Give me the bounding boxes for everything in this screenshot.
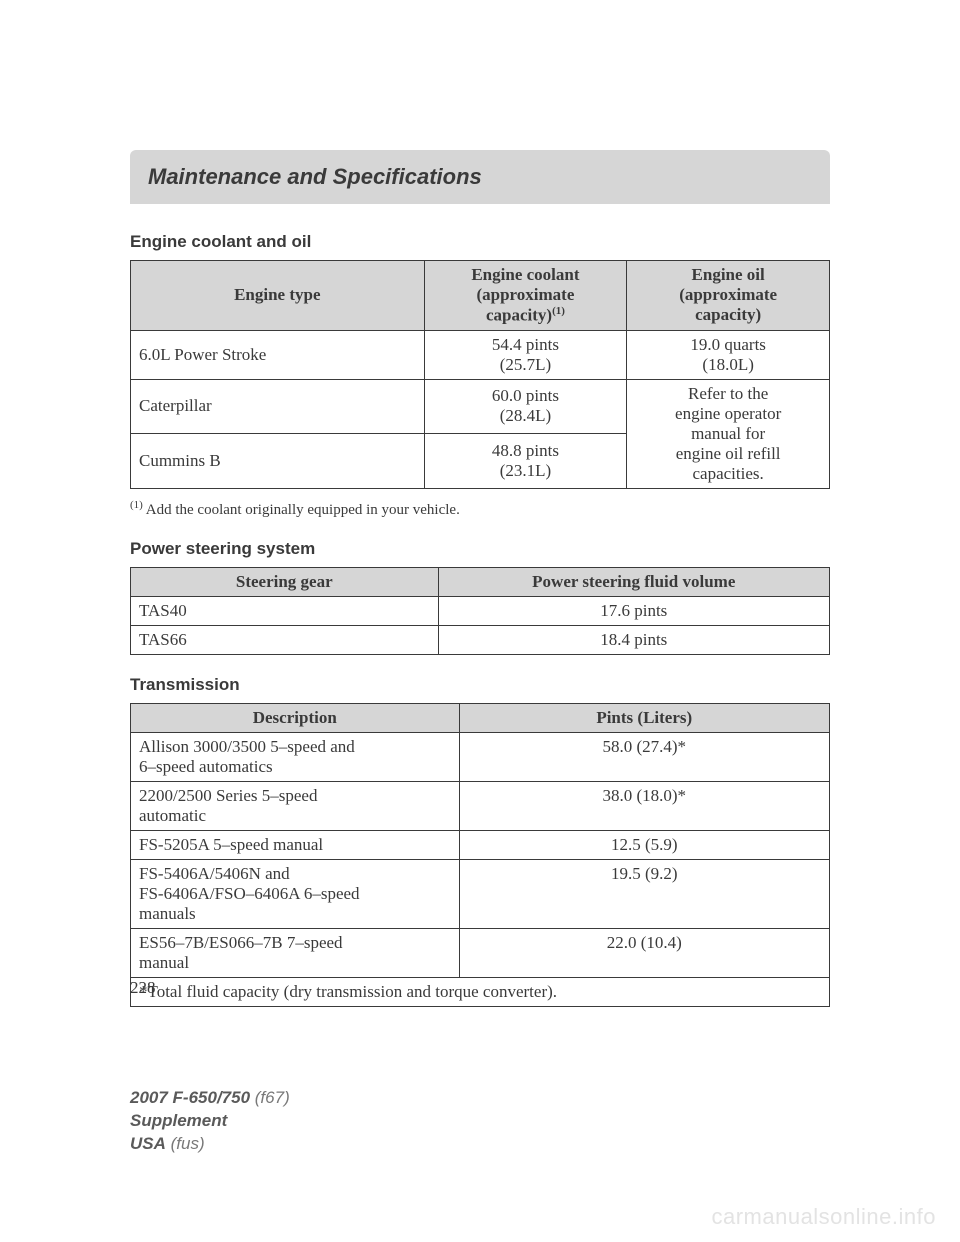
imprint-supplement: Supplement <box>130 1111 227 1130</box>
table-row: TAS40 17.6 pints <box>131 596 830 625</box>
col-fluid-volume: Power steering fluid volume <box>438 567 829 596</box>
th-text: (approximate <box>679 285 777 304</box>
table-row: Allison 3000/3500 5–speed and 6–speed au… <box>131 732 830 781</box>
cell-val: 58.0 (27.4)* <box>459 732 829 781</box>
th-sup: (1) <box>552 305 565 317</box>
cell-text: FS-5406A/5406N and <box>139 864 290 883</box>
cell-coolant: 60.0 pints (28.4L) <box>424 379 627 434</box>
cell-text: ES56–7B/ES066–7B 7–speed <box>139 933 343 952</box>
cell-note: *Total fluid capacity (dry transmission … <box>131 977 830 1006</box>
cell-desc: 2200/2500 Series 5–speed automatic <box>131 781 460 830</box>
imprint-region: USA <box>130 1134 166 1153</box>
col-pints: Pints (Liters) <box>459 703 829 732</box>
steering-section: Power steering system Steering gear Powe… <box>130 539 830 655</box>
transmission-section: Transmission Description Pints (Liters) … <box>130 675 830 1007</box>
steering-table: Steering gear Power steering fluid volum… <box>130 567 830 655</box>
cell-gear: TAS66 <box>131 625 439 654</box>
cell-val: 22.0 (10.4) <box>459 928 829 977</box>
cell-volume: 18.4 pints <box>438 625 829 654</box>
table-row: ES56–7B/ES066–7B 7–speed manual 22.0 (10… <box>131 928 830 977</box>
cell-text: manual for <box>691 424 765 443</box>
cell-text: (18.0L) <box>702 355 753 374</box>
cell-text: 19.0 quarts <box>690 335 766 354</box>
steering-section-title: Power steering system <box>130 539 830 559</box>
cell-engine-type: Caterpillar <box>131 379 425 434</box>
cell-text: 6–speed automatics <box>139 757 273 776</box>
cell-desc: Allison 3000/3500 5–speed and 6–speed au… <box>131 732 460 781</box>
imprint-block: 2007 F-650/750 (f67) Supplement USA (fus… <box>130 1087 290 1156</box>
th-text: Engine oil <box>692 265 765 284</box>
cell-text: (25.7L) <box>500 355 551 374</box>
engine-section: Engine coolant and oil Engine type Engin… <box>130 232 830 519</box>
table-row: FS-5205A 5–speed manual 12.5 (5.9) <box>131 830 830 859</box>
cell-desc: FS-5406A/5406N and FS-6406A/FSO–6406A 6–… <box>131 859 460 928</box>
th-text: capacity) <box>486 306 552 325</box>
table-header-row: Steering gear Power steering fluid volum… <box>131 567 830 596</box>
cell-coolant: 54.4 pints (25.7L) <box>424 330 627 379</box>
cell-text: Refer to the <box>688 384 768 403</box>
cell-gear: TAS40 <box>131 596 439 625</box>
cell-val: 12.5 (5.9) <box>459 830 829 859</box>
col-steering-gear: Steering gear <box>131 567 439 596</box>
cell-text: Allison 3000/3500 5–speed and <box>139 737 355 756</box>
table-row-note: *Total fluid capacity (dry transmission … <box>131 977 830 1006</box>
table-row: TAS66 18.4 pints <box>131 625 830 654</box>
table-row: FS-5406A/5406N and FS-6406A/FSO–6406A 6–… <box>131 859 830 928</box>
cell-volume: 17.6 pints <box>438 596 829 625</box>
chapter-header-band: Maintenance and Specifications <box>130 150 830 204</box>
engine-table: Engine type Engine coolant (approximate … <box>130 260 830 489</box>
chapter-title: Maintenance and Specifications <box>148 164 812 190</box>
imprint-region-code: (fus) <box>166 1134 205 1153</box>
cell-text: (23.1L) <box>500 461 551 480</box>
cell-coolant: 48.8 pints (23.1L) <box>424 434 627 489</box>
imprint-model: 2007 F-650/750 <box>130 1088 250 1107</box>
cell-engine-type: Cummins B <box>131 434 425 489</box>
table-header-row: Description Pints (Liters) <box>131 703 830 732</box>
footnote-text: Add the coolant originally equipped in y… <box>143 502 460 518</box>
cell-oil-merged: Refer to the engine operator manual for … <box>627 379 830 488</box>
footnote-sup: (1) <box>130 499 143 511</box>
table-row: 2200/2500 Series 5–speed automatic 38.0 … <box>131 781 830 830</box>
cell-text: engine oil refill <box>676 444 781 463</box>
col-coolant: Engine coolant (approximate capacity)(1) <box>424 261 627 331</box>
cell-text: 48.8 pints <box>492 441 559 460</box>
cell-text: 54.4 pints <box>492 335 559 354</box>
cell-text: 60.0 pints <box>492 386 559 405</box>
cell-engine-type: 6.0L Power Stroke <box>131 330 425 379</box>
page-number: 228 <box>130 978 156 998</box>
engine-section-title: Engine coolant and oil <box>130 232 830 252</box>
imprint-code: (f67) <box>250 1088 290 1107</box>
cell-text: engine operator <box>675 404 781 423</box>
watermark-text: carmanualsonline.info <box>711 1204 936 1230</box>
cell-text: manuals <box>139 904 196 923</box>
cell-oil: 19.0 quarts (18.0L) <box>627 330 830 379</box>
cell-text: FS-6406A/FSO–6406A 6–speed <box>139 884 360 903</box>
engine-footnote: (1) Add the coolant originally equipped … <box>130 499 830 519</box>
cell-text: 2200/2500 Series 5–speed <box>139 786 317 805</box>
transmission-table: Description Pints (Liters) Allison 3000/… <box>130 703 830 1007</box>
cell-desc: ES56–7B/ES066–7B 7–speed manual <box>131 928 460 977</box>
cell-desc: FS-5205A 5–speed manual <box>131 830 460 859</box>
col-description: Description <box>131 703 460 732</box>
th-text: (approximate <box>476 285 574 304</box>
cell-text: (28.4L) <box>500 406 551 425</box>
cell-val: 38.0 (18.0)* <box>459 781 829 830</box>
cell-text: manual <box>139 953 189 972</box>
cell-text: automatic <box>139 806 206 825</box>
col-engine-type: Engine type <box>131 261 425 331</box>
cell-val: 19.5 (9.2) <box>459 859 829 928</box>
table-row: Caterpillar 60.0 pints (28.4L) Refer to … <box>131 379 830 434</box>
th-text: Engine coolant <box>471 265 579 284</box>
table-row: 6.0L Power Stroke 54.4 pints (25.7L) 19.… <box>131 330 830 379</box>
cell-text: capacities. <box>693 464 764 483</box>
table-header-row: Engine type Engine coolant (approximate … <box>131 261 830 331</box>
transmission-section-title: Transmission <box>130 675 830 695</box>
col-oil: Engine oil (approximate capacity) <box>627 261 830 331</box>
page: Maintenance and Specifications Engine co… <box>0 0 960 1242</box>
th-text: capacity) <box>695 305 761 324</box>
